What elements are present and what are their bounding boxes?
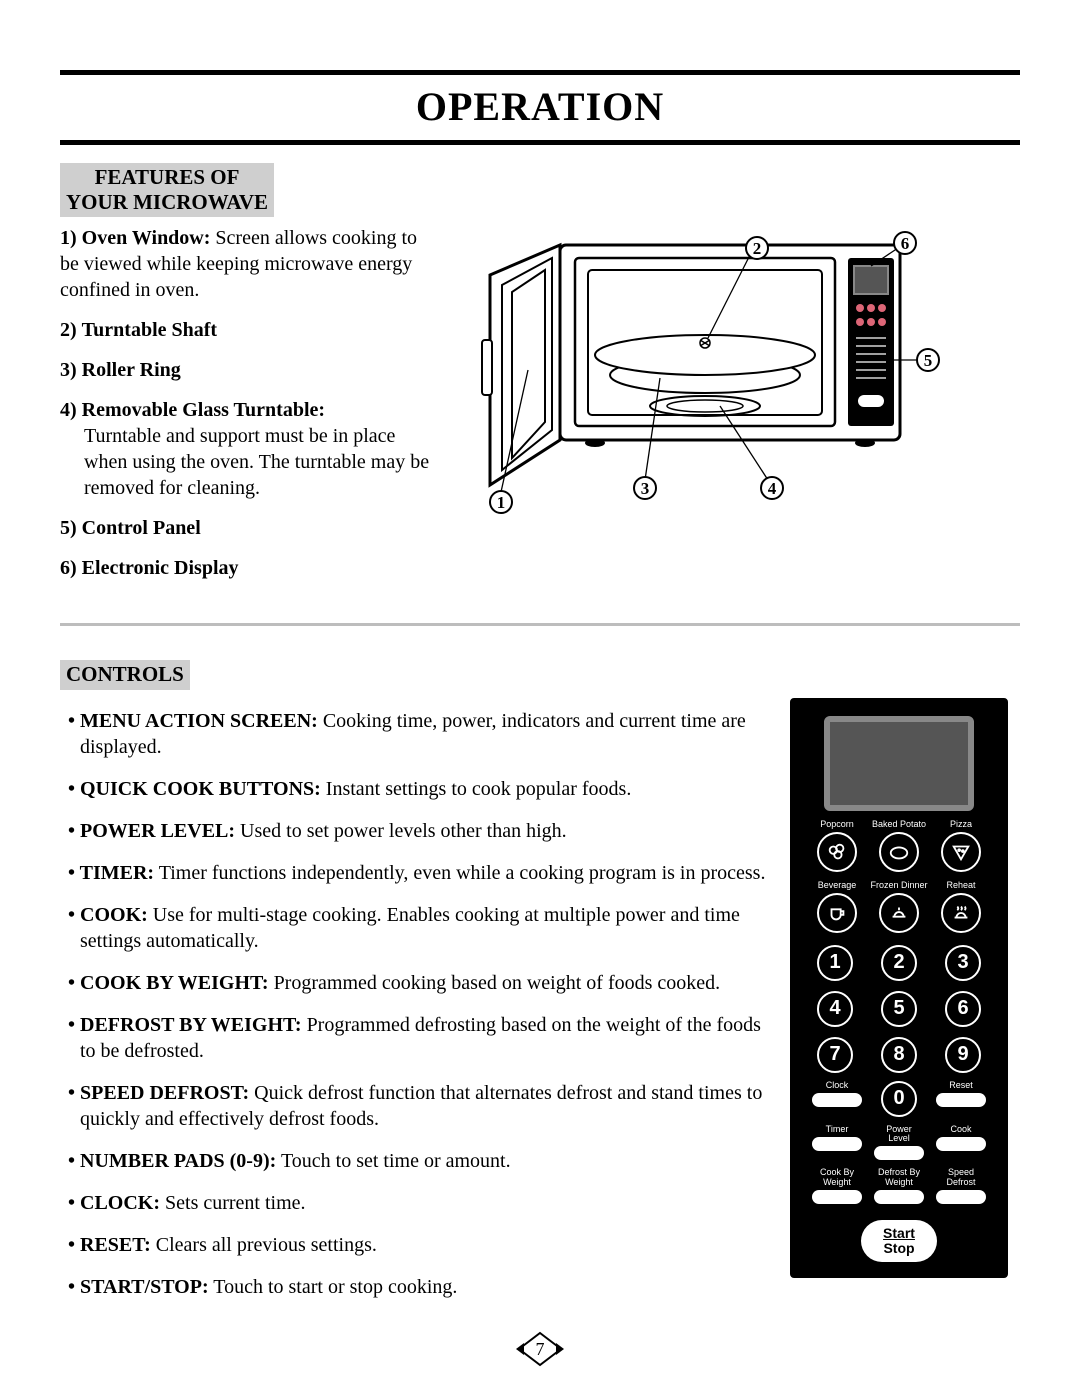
control-item: • SPEED DEFROST: Quick defrost function …	[64, 1080, 766, 1132]
frozen-dinner-label: Frozen Dinner	[870, 880, 927, 890]
features-heading: FEATURES OF YOUR MICROWAVE	[60, 163, 274, 217]
page-number: 7	[512, 1331, 568, 1367]
svg-text:3: 3	[641, 479, 650, 498]
top-rule-2	[60, 140, 1020, 145]
num-8-button[interactable]: 8	[881, 1037, 917, 1073]
control-item: • COOK: Use for multi-stage cooking. Ena…	[64, 902, 766, 954]
control-item: • QUICK COOK BUTTONS: Instant settings t…	[64, 776, 766, 802]
popcorn-icon	[826, 841, 848, 863]
svg-text:1: 1	[497, 493, 506, 512]
beverage-label: Beverage	[818, 880, 857, 890]
pizza-label: Pizza	[950, 819, 972, 829]
section-divider	[60, 623, 1020, 626]
controls-heading: CONTROLS	[60, 660, 190, 689]
reheat-button[interactable]	[941, 893, 981, 933]
popcorn-label: Popcorn	[820, 819, 854, 829]
microwave-diagram: 1 2 3 4 5 6	[460, 225, 1020, 595]
svg-text:2: 2	[753, 239, 762, 258]
defrost-by-weight-button[interactable]	[874, 1190, 924, 1204]
quick-cook-row-1: Popcorn Baked Potato Pizza	[804, 819, 994, 872]
control-item: • COOK BY WEIGHT: Programmed cooking bas…	[64, 970, 766, 996]
reheat-icon	[950, 902, 972, 924]
cook-by-weight-button[interactable]	[812, 1190, 862, 1204]
num-4-button[interactable]: 4	[817, 991, 853, 1027]
timer-label: Timer	[826, 1125, 849, 1134]
feature-item: 4) Removable Glass Turntable:Turntable a…	[60, 397, 440, 501]
control-item: • MENU ACTION SCREEN: Cooking time, powe…	[64, 708, 766, 760]
start-label: Start	[883, 1225, 915, 1241]
pizza-button[interactable]	[941, 832, 981, 872]
baked-potato-label: Baked Potato	[872, 819, 926, 829]
reset-label: Reset	[949, 1081, 973, 1090]
controls-row: • MENU ACTION SCREEN: Cooking time, powe…	[60, 698, 1020, 1316]
stop-label: Stop	[883, 1240, 914, 1256]
potato-icon	[888, 841, 910, 863]
popcorn-button[interactable]	[817, 832, 857, 872]
controls-list: • MENU ACTION SCREEN: Cooking time, powe…	[60, 698, 766, 1316]
svg-text:5: 5	[924, 351, 933, 370]
num-9-button[interactable]: 9	[945, 1037, 981, 1073]
reheat-label: Reheat	[946, 880, 975, 890]
num-2-button[interactable]: 2	[881, 945, 917, 981]
top-rule	[60, 70, 1020, 75]
control-item: • START/STOP: Touch to start or stop coo…	[64, 1274, 766, 1300]
pizza-icon	[950, 841, 972, 863]
features-heading-line2: YOUR MICROWAVE	[66, 190, 268, 214]
function-row-3: Cook By Weight Defrost By Weight Speed D…	[804, 1168, 994, 1204]
dinner-icon	[888, 902, 910, 924]
clock-label: Clock	[826, 1081, 849, 1090]
clock-zero-reset-row: Clock 0 Reset	[804, 1081, 994, 1117]
control-panel-illustration: Popcorn Baked Potato Pizza Beverage Froz…	[790, 698, 1020, 1316]
microwave-svg: 1 2 3 4 5 6	[460, 230, 1020, 520]
control-panel: Popcorn Baked Potato Pizza Beverage Froz…	[790, 698, 1008, 1278]
feature-item: 3) Roller Ring	[60, 357, 440, 383]
num-3-button[interactable]: 3	[945, 945, 981, 981]
svg-text:4: 4	[768, 479, 777, 498]
control-item: • DEFROST BY WEIGHT: Programmed defrosti…	[64, 1012, 766, 1064]
num-5-button[interactable]: 5	[881, 991, 917, 1027]
features-row: 1) Oven Window: Screen allows cooking to…	[60, 225, 1020, 595]
cook-button[interactable]	[936, 1137, 986, 1151]
quick-cook-row-2: Beverage Frozen Dinner Reheat	[804, 880, 994, 933]
page-number-text: 7	[536, 1339, 545, 1360]
cook-by-weight-label: Cook By Weight	[820, 1168, 854, 1187]
feature-item: 6) Electronic Display	[60, 555, 440, 581]
control-item: • NUMBER PADS (0-9): Touch to set time o…	[64, 1148, 766, 1174]
speed-defrost-button[interactable]	[936, 1190, 986, 1204]
num-6-button[interactable]: 6	[945, 991, 981, 1027]
control-item: • POWER LEVEL: Used to set power levels …	[64, 818, 766, 844]
number-pad: 1 2 3 4 5 6 7 8 9	[804, 941, 994, 1073]
power-level-button[interactable]	[874, 1146, 924, 1160]
num-1-button[interactable]: 1	[817, 945, 853, 981]
feature-item: 1) Oven Window: Screen allows cooking to…	[60, 225, 440, 303]
speed-defrost-label: Speed Defrost	[946, 1168, 975, 1187]
control-item: • TIMER: Timer functions independently, …	[64, 860, 766, 886]
reset-button[interactable]	[936, 1093, 986, 1107]
control-item: • RESET: Clears all previous settings.	[64, 1232, 766, 1258]
feature-item: 5) Control Panel	[60, 515, 440, 541]
page-title: OPERATION	[60, 83, 1020, 130]
clock-button[interactable]	[812, 1093, 862, 1107]
start-stop-button[interactable]: Start Stop	[861, 1220, 937, 1261]
feature-item: 2) Turntable Shaft	[60, 317, 440, 343]
features-heading-line1: FEATURES OF	[95, 165, 240, 189]
baked-potato-button[interactable]	[879, 832, 919, 872]
function-row-2: Timer Power Level Cook	[804, 1125, 994, 1161]
svg-text:6: 6	[901, 234, 910, 253]
defrost-by-weight-label: Defrost By Weight	[878, 1168, 920, 1187]
power-level-label: Power Level	[886, 1125, 912, 1144]
timer-button[interactable]	[812, 1137, 862, 1151]
num-7-button[interactable]: 7	[817, 1037, 853, 1073]
lcd-display-icon	[824, 716, 974, 811]
beverage-button[interactable]	[817, 893, 857, 933]
num-0-button[interactable]: 0	[881, 1081, 917, 1117]
control-item: • CLOCK: Sets current time.	[64, 1190, 766, 1216]
beverage-icon	[826, 902, 848, 924]
frozen-dinner-button[interactable]	[879, 893, 919, 933]
cook-label: Cook	[950, 1125, 971, 1134]
features-list: 1) Oven Window: Screen allows cooking to…	[60, 225, 440, 595]
